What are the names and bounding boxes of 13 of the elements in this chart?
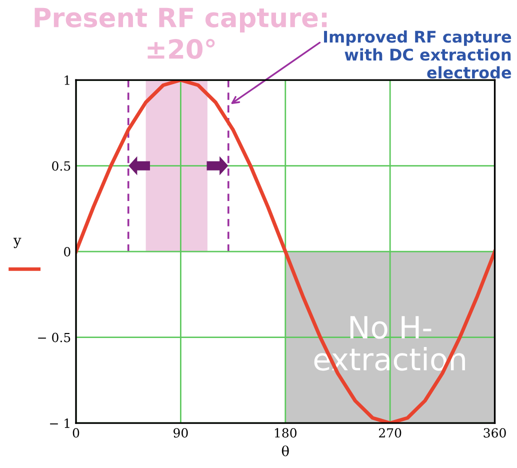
y-tick-label: 0.5 [52,161,70,171]
y-axis-title: y [13,238,22,248]
line-series [76,80,495,424]
x-axis-title: θ [282,445,289,456]
y-tick-label: − 0.5 [38,332,70,342]
x-tick-label: 270 [378,428,402,438]
y-tick-label: − 1 [50,418,70,428]
x-tick-label: 90 [174,428,188,438]
y-tick-label: 0 [64,247,70,256]
x-tick-label: 0 [72,428,80,438]
x-tick-label: 180 [274,428,296,438]
x-tick-label: 360 [484,428,506,438]
y-tick-label: 1 [64,76,70,85]
